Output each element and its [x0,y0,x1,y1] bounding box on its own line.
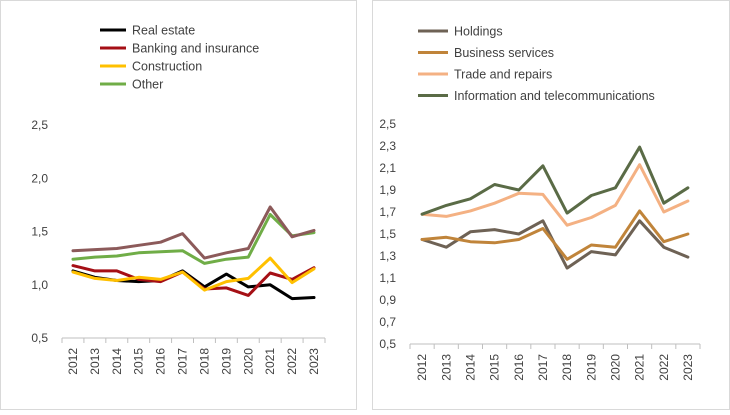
x-tick-label: 2016 [154,348,168,375]
right-chart: 0,5 0,7 0,9 1,1 1,3 1,5 1,7 1,9 2,1 2,3 2,5 2012 201… [379,25,701,381]
x-tick-label: 2016 [512,354,526,381]
series-line-other [71,213,316,265]
x-tick-label: 2018 [560,354,574,381]
legend-label: Banking and insurance [132,42,259,56]
x-tick-label: 2019 [584,354,598,381]
x-tick-label: 2021 [633,354,647,381]
series-line-trade-and-repairs [420,163,690,227]
y-tick-label: 1,5 [31,225,48,239]
x-tick-label: 2012 [415,354,429,381]
x-tick-label: 2022 [285,348,299,375]
left-chart-frame [0,0,357,410]
y-tick-label: 0,9 [379,293,396,307]
series-line-information-and-telecommunications [420,145,690,216]
x-tick-label: 2015 [488,354,502,381]
x-tick-label: 2021 [263,348,277,375]
x-tick-label: 2012 [66,348,80,375]
x-tick-label: 2013 [439,354,453,381]
series-line-construction [71,256,316,292]
y-tick-label: 1,3 [379,249,396,263]
y-tick-label: 0,7 [379,315,396,329]
x-tick-label: 2015 [132,348,146,375]
y-tick-label: 2,5 [31,118,48,132]
x-tick-label: 2017 [176,348,190,375]
legend-label: Holdings [454,25,503,39]
x-tick-label: 2018 [197,348,211,375]
x-tick-label: 2023 [681,354,695,381]
left-chart: 0,5 1,0 1,5 2,0 2,5 2012 2013 2014 2015 2016 2017 2… [31,24,326,375]
legend-label: Other [132,78,163,92]
x-tick-label: 2019 [219,348,233,375]
legend-label: Business services [454,46,554,60]
y-tick-label: 0,5 [31,331,48,345]
y-tick-label: 2,5 [379,117,396,131]
legend-label: Construction [132,60,202,74]
x-tick-label: 2023 [307,348,321,375]
y-tick-label: 1,0 [31,278,48,292]
y-tick-label: 1,5 [379,227,396,241]
x-tick-label: 2022 [657,354,671,381]
x-tick-label: 2017 [536,354,550,381]
legend-label: Information and telecommunications [454,89,655,103]
y-tick-label: 0,5 [379,337,396,351]
legend-label: Real estate [132,24,195,38]
x-tick-label: 2014 [110,348,124,375]
x-tick-label: 2014 [463,354,477,381]
x-tick-label: 2020 [241,348,255,375]
y-tick-label: 2,1 [379,161,396,175]
series-line-unlabeled [71,205,316,260]
y-tick-label: 1,9 [379,183,396,197]
y-tick-label: 2,0 [31,171,48,185]
x-tick-label: 2020 [608,354,622,381]
x-tick-label: 2013 [88,348,102,375]
y-tick-label: 1,1 [379,271,396,285]
y-tick-label: 1,7 [379,205,396,219]
legend-label: Trade and repairs [454,68,552,82]
y-tick-label: 2,3 [379,139,396,153]
series-line-business-services [420,209,690,261]
